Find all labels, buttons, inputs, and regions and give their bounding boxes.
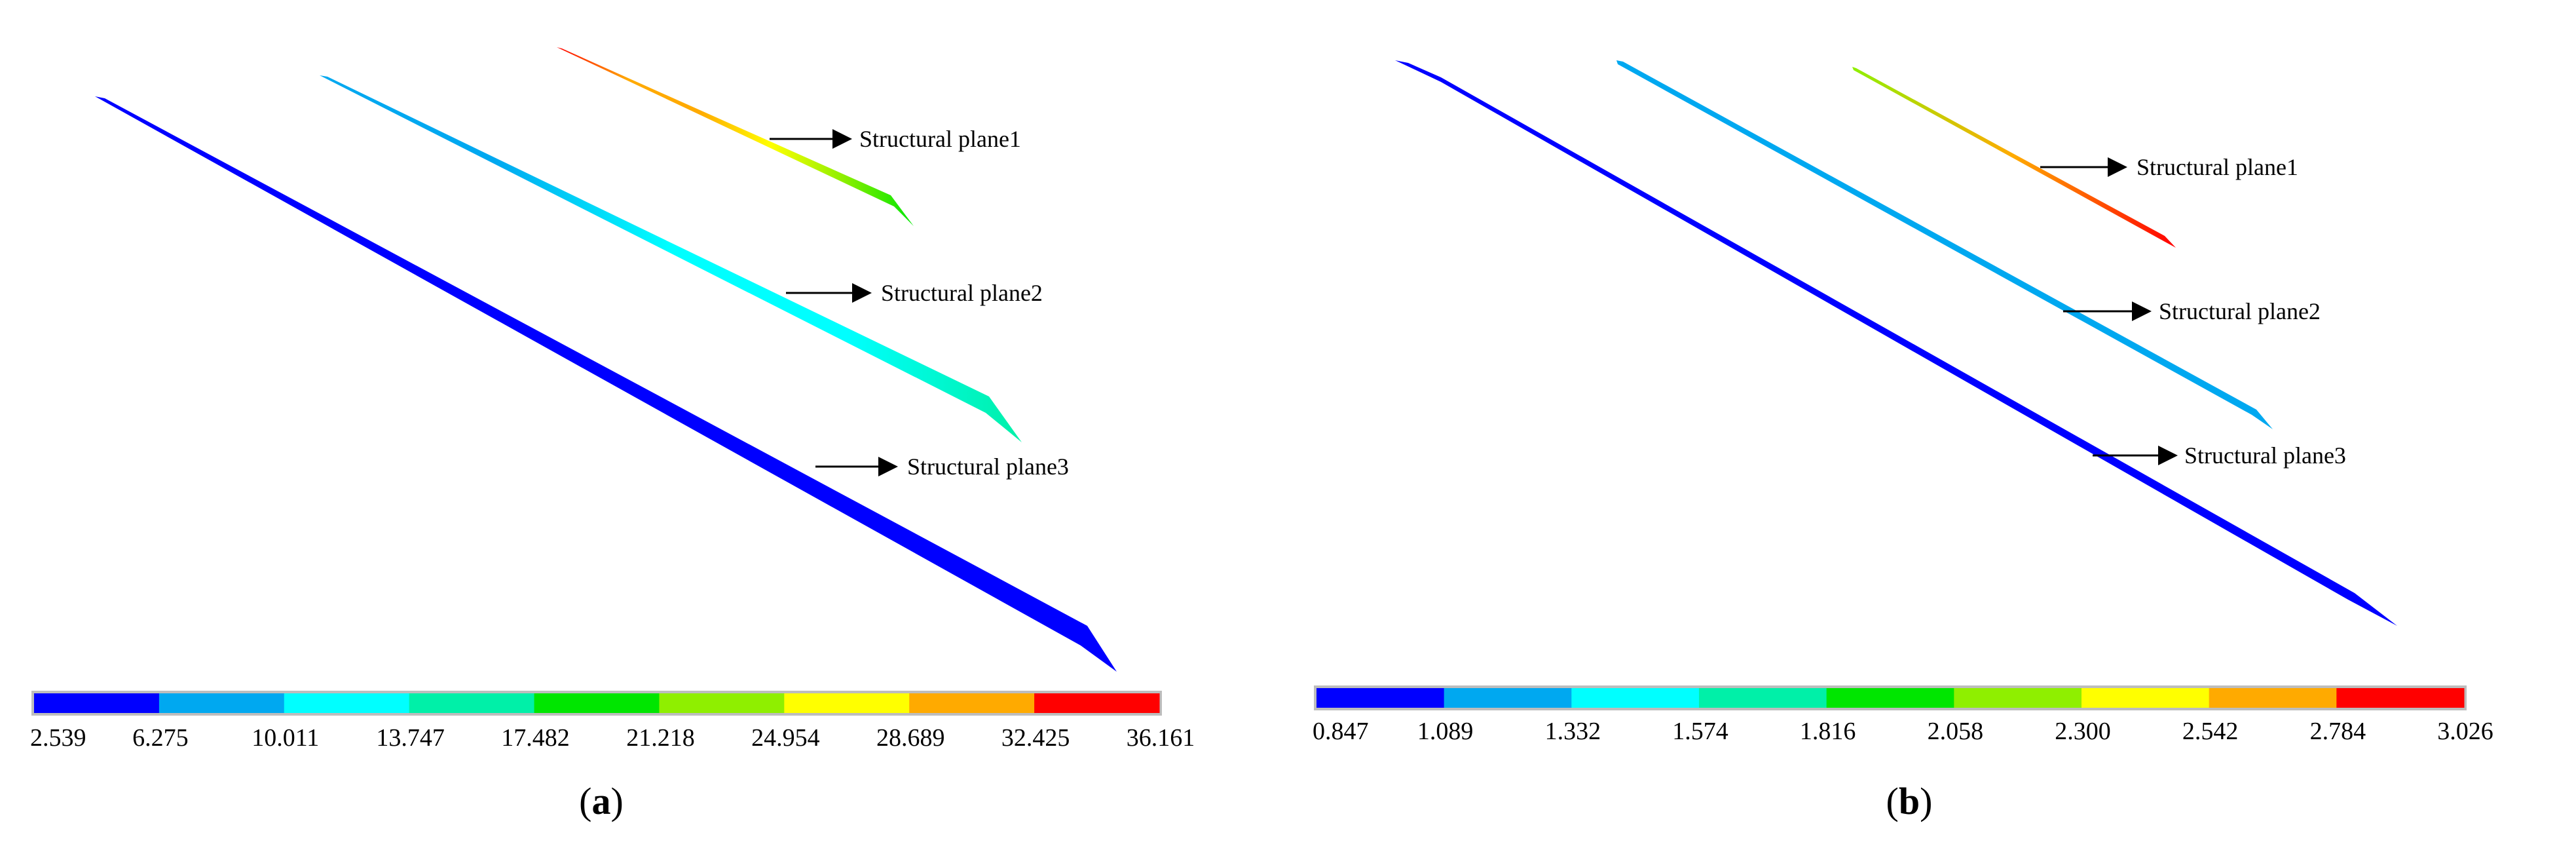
panel-a-colorbar-tick-label: 21.218 (626, 724, 695, 752)
panel-b-colorbar-segment (1954, 688, 2082, 708)
panel-b-plane2-shape (1616, 60, 2273, 429)
panel-b-colorbar-segment (1316, 688, 1445, 708)
panel-a-colorbar-segment (784, 693, 910, 713)
panel-a-colorbar-tick-label: 36.161 (1127, 724, 1195, 752)
panel-a-plane3-shape (95, 96, 1117, 672)
panel-b-colorbar-segment (2209, 688, 2337, 708)
panel-b-colorbar-tick-label: 2.542 (2182, 718, 2239, 745)
panel-a-colorbar: 2.539 6.275 10.011 13.747 17.482 21.218 24.954… (30, 691, 1195, 752)
panel-a-colorbar-segment (909, 693, 1035, 713)
panel-a: Structural plane1 Structural plane2 Stru… (30, 47, 1195, 822)
panel-a-colorbar-tick-label: 10.011 (252, 724, 319, 752)
panel-b-colorbar-tick-label: 3.026 (2437, 718, 2493, 745)
panel-a-colorbar-tick-label: 2.539 (30, 724, 86, 752)
panel-a-plane2-label: Structural plane2 (881, 280, 1043, 306)
panel-b-colorbar-tick-label: 1.332 (1545, 718, 1601, 745)
panel-a-colorbar-segment (284, 693, 410, 713)
panel-b-colorbar-tick-label: 0.847 (1313, 718, 1369, 745)
panel-b-colorbar-segment (1444, 688, 1572, 708)
panel-b-colorbar-tick-label: 1.089 (1417, 718, 1474, 745)
panel-a-colorbar-tick-label: 17.482 (501, 724, 570, 752)
panel-b-colorbar-tick-label: 1.574 (1672, 718, 1728, 745)
panel-b-colorbar-segment (1826, 688, 1954, 708)
panel-b-caption: (b) (1886, 780, 1933, 822)
panel-a-caption: (a) (579, 780, 624, 822)
panel-a-colorbar-segment (534, 693, 660, 713)
panel-a-colorbar-segment (159, 693, 285, 713)
panel-a-colorbar-segment (34, 693, 160, 713)
panel-b-plane3-label: Structural plane3 (2184, 442, 2346, 469)
panel-b-colorbar-segment (1571, 688, 1700, 708)
panel-b-colorbar-segment (1699, 688, 1827, 708)
panel-b-colorbar: 0.847 1.089 1.332 1.574 1.816 2.058 2.300 2.542… (1313, 685, 2493, 745)
panel-a-plane1-label: Structural plane1 (859, 126, 1021, 152)
panel-b-plane2-label: Structural plane2 (2159, 298, 2321, 324)
panel-a-colorbar-tick-label: 13.747 (376, 724, 445, 752)
panel-a-colorbar-segment (409, 693, 535, 713)
panel-b-colorbar-segment (2336, 688, 2465, 708)
panel-b-plane1-shape (1852, 67, 2176, 248)
panel-b-colorbar-tick-label: 2.784 (2310, 718, 2366, 745)
panel-a-plane3-label: Structural plane3 (907, 453, 1069, 480)
panel-b-plane1-label: Structural plane1 (2137, 154, 2298, 180)
panel-b: Structural plane1 Structural plane2 Stru… (1313, 60, 2493, 822)
panel-a-colorbar-segment (659, 693, 785, 713)
panel-a-colorbar-tick-label: 32.425 (1001, 724, 1070, 752)
panel-a-colorbar-segment (1034, 693, 1160, 713)
panel-b-colorbar-tick-label: 1.816 (1800, 718, 1856, 745)
panel-b-plane3-shape (1395, 60, 2397, 626)
panel-b-colorbar-tick-label: 2.058 (1928, 718, 1984, 745)
panel-a-colorbar-tick-label: 6.275 (132, 724, 189, 752)
panel-b-colorbar-segment (2081, 688, 2210, 708)
panel-a-colorbar-tick-label: 28.689 (876, 724, 945, 752)
panel-a-colorbar-tick-label: 24.954 (751, 724, 820, 752)
panel-b-colorbar-tick-label: 2.300 (2055, 718, 2111, 745)
